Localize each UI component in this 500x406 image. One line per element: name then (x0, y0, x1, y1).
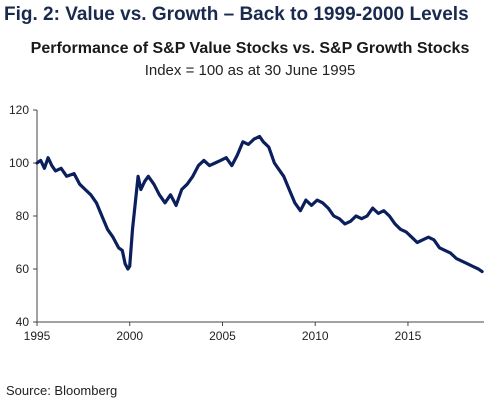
y-tick-label: 80 (16, 209, 30, 223)
chart-title: Performance of S&P Value Stocks vs. S&P … (30, 40, 470, 57)
y-tick-label: 100 (9, 156, 29, 170)
y-tick-label: 60 (16, 262, 30, 276)
figure-label: Fig. 2: Value vs. Growth – Back to 1999-… (4, 4, 469, 25)
x-tick-label: 1995 (24, 329, 51, 343)
chart-subtitle: Index = 100 as at 30 June 1995 (144, 62, 356, 79)
series-line (35, 134, 484, 274)
y-tick-label: 40 (16, 315, 30, 329)
x-tick-label: 2005 (209, 329, 236, 343)
x-tick-label: 2000 (116, 329, 143, 343)
x-tick-label: 2010 (302, 329, 329, 343)
y-tick-label: 120 (9, 103, 29, 117)
source-label: Source: Bloomberg (6, 383, 118, 398)
x-tick-label: 2015 (395, 329, 422, 343)
